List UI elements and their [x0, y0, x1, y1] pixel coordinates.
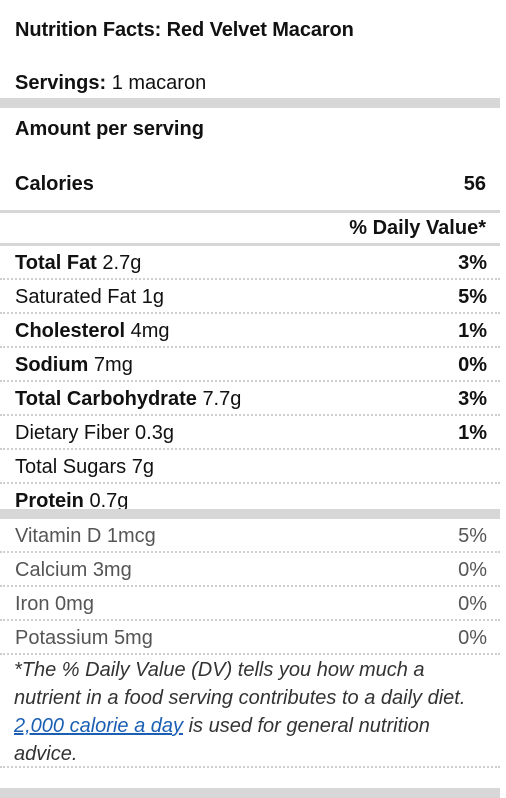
vitamin-row-iron: Iron 0mg 0% — [0, 587, 500, 621]
nutrient-dv: 3% — [458, 252, 487, 274]
row-divider — [0, 448, 500, 450]
nutrient-dv: 5% — [458, 286, 487, 308]
nutrient-row-total-sugars: Total Sugars 7g — [0, 450, 500, 484]
row-divider — [0, 278, 500, 280]
vitamin-row-vitamin-d: Vitamin D 1mcg 5% — [0, 519, 500, 553]
nutrient-row-dietary-fiber: Dietary Fiber 0.3g 1% — [0, 416, 500, 450]
vitamin-amount: 1mcg — [106, 525, 156, 547]
nutrient-dv: 1% — [458, 320, 487, 342]
nutrient-amount: 7g — [131, 456, 154, 478]
nutrient-amount: 2.7g — [102, 252, 142, 274]
vitamin-name: Calcium — [15, 559, 88, 581]
nutrient-dv: 0% — [458, 354, 487, 376]
row-divider — [0, 766, 500, 768]
servings-value: 1 macaron — [111, 72, 207, 94]
vitamin-amount: 0mg — [55, 593, 94, 615]
vitamin-amount: 3mg — [92, 559, 132, 581]
footnote-text: *The % Daily Value (DV) tells you how mu… — [14, 659, 466, 709]
vitamin-dv: 0% — [458, 627, 487, 649]
row-divider — [0, 551, 500, 553]
nutrient-name: Dietary Fiber — [15, 422, 130, 444]
divider-thick — [0, 788, 500, 798]
daily-value-header: % Daily Value* — [349, 217, 486, 239]
vitamin-row-potassium: Potassium 5mg 0% — [0, 621, 500, 655]
calorie-guidance-link[interactable]: 2,000 calorie a day — [14, 715, 184, 737]
nutrient-amount: 1g — [141, 286, 164, 308]
vitamin-dv: 0% — [458, 593, 487, 615]
nutrient-dv: 1% — [458, 422, 487, 444]
page-title: Nutrition Facts: Red Velvet Macaron — [15, 19, 354, 41]
nutrient-amount: 7.7g — [202, 388, 242, 410]
vitamin-dv: 5% — [458, 525, 487, 547]
nutrient-amount: 7mg — [93, 354, 133, 376]
daily-value-footnote: *The % Daily Value (DV) tells you how mu… — [14, 656, 492, 768]
row-divider — [0, 619, 500, 621]
row-divider — [0, 312, 500, 314]
row-divider — [0, 585, 500, 587]
vitamin-name: Potassium — [15, 627, 109, 649]
amount-per-serving-heading: Amount per serving — [15, 118, 204, 140]
nutrient-row-cholesterol: Cholesterol 4mg 1% — [0, 314, 500, 348]
nutrient-name: Saturated Fat — [15, 286, 137, 308]
divider-thick — [0, 509, 500, 519]
divider-thin — [0, 243, 500, 246]
row-divider — [0, 346, 500, 348]
vitamin-name: Vitamin D — [15, 525, 102, 547]
divider-thin — [0, 210, 500, 213]
nutrient-name: Cholesterol — [15, 320, 126, 342]
vitamin-amount: 5mg — [113, 627, 153, 649]
nutrient-row-protein: Protein 0.7g — [0, 484, 500, 518]
nutrient-row-total-fat: Total Fat 2.7g 3% — [0, 246, 500, 280]
nutrient-row-sodium: Sodium 7mg 0% — [0, 348, 500, 382]
vitamin-name: Iron — [15, 593, 50, 615]
row-divider — [0, 380, 500, 382]
nutrient-name: Total Carbohydrate — [15, 388, 197, 410]
calories-value: 56 — [463, 173, 486, 195]
divider-thick — [0, 98, 500, 108]
row-divider — [0, 414, 500, 416]
nutrient-amount: 0.3g — [135, 422, 174, 444]
servings-label: Servings: — [15, 72, 107, 94]
nutrient-name: Total Fat — [15, 252, 97, 274]
nutrient-dv: 3% — [458, 388, 487, 410]
row-divider — [0, 482, 500, 484]
calories-label: Calories — [15, 173, 94, 195]
nutrient-row-total-carbohydrate: Total Carbohydrate 7.7g 3% — [0, 382, 500, 416]
nutrient-name: Total Sugars — [15, 456, 127, 478]
nutrient-name: Sodium — [15, 354, 89, 376]
servings-line: Servings: 1 macaron — [15, 72, 206, 95]
nutrient-name: Protein — [15, 490, 84, 512]
vitamin-row-calcium: Calcium 3mg 0% — [0, 553, 500, 587]
nutrient-amount: 0.7g — [89, 490, 129, 512]
nutrient-row-saturated-fat: Saturated Fat 1g 5% — [0, 280, 500, 314]
row-divider — [0, 653, 500, 655]
nutrient-amount: 4mg — [130, 320, 170, 342]
vitamin-dv: 0% — [458, 559, 487, 581]
footnote-text-end: is used for general nutrition advice. — [14, 715, 430, 765]
